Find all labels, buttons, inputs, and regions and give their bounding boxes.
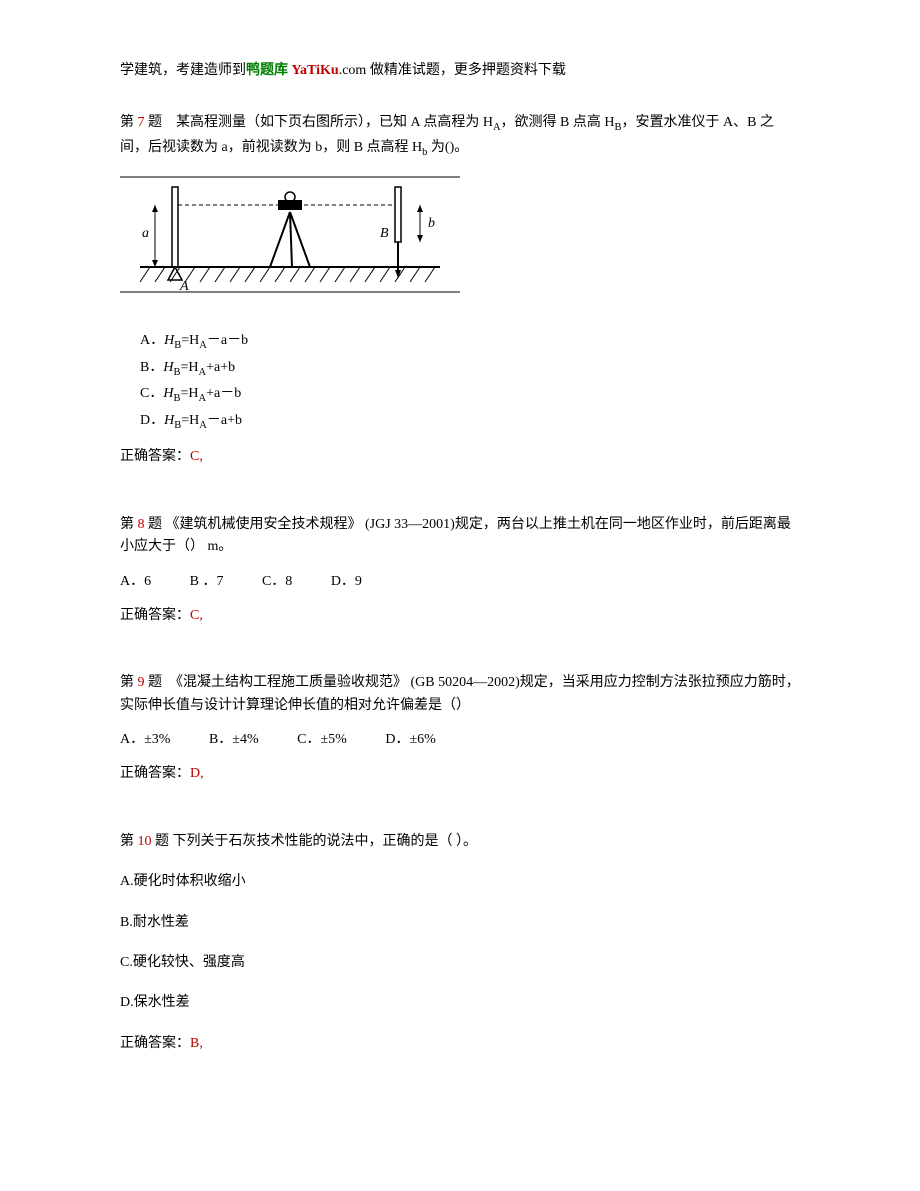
q8-answer: 正确答案：C, [120, 605, 800, 627]
q10-answer-value: B, [190, 1036, 203, 1051]
q9-stem: 第 9 题 《混凝土结构工程施工质量验收规范》 (GB 50204—2002)规… [120, 672, 800, 717]
q7-sub-b: B [615, 122, 622, 133]
q8-text: 题 《建筑机械使用安全技术规程》 (JGJ 33—2001)规定，两台以上推土机… [120, 517, 791, 554]
question-8: 第 8 题 《建筑机械使用安全技术规程》 (JGJ 33—2001)规定，两台以… [120, 514, 800, 628]
q9-number: 9 [138, 675, 145, 690]
q7-answer-value: C, [190, 449, 203, 464]
q7-text4: 为()。 [427, 140, 468, 155]
q9-text: 题 《混凝土结构工程施工质量验收规范》 (GB 50204—2002)规定，当采… [120, 675, 800, 712]
q7-answer: 正确答案：C, [120, 446, 800, 468]
q8-prefix: 第 [120, 517, 138, 532]
q10-option-d: D.保水性差 [120, 992, 800, 1014]
q7-answer-label: 正确答案： [120, 449, 190, 464]
q7-option-a: A．HB=HA－a－b [140, 330, 800, 355]
q10-answer: 正确答案：B, [120, 1033, 800, 1055]
q10-option-b: B.耐水性差 [120, 912, 800, 934]
leveling-diagram: a b A B [120, 172, 460, 302]
label-A: A [179, 279, 189, 294]
q9-option-a: A．±3% [120, 732, 170, 747]
q8-options: A．6 B ．7 C．8 D．9 [120, 571, 800, 593]
q7-diagram: a b A B [120, 172, 800, 310]
q8-answer-value: C, [190, 608, 203, 623]
q7-number: 7 [138, 115, 145, 130]
q7-stem: 第 7 题 某高程测量（如下页右图所示），已知 A 点高程为 HA，欲测得 B … [120, 112, 800, 161]
q8-option-a: A．6 [120, 574, 151, 589]
q7-option-b: B．HB=HA+a+b [140, 357, 800, 382]
label-b: b [428, 216, 435, 231]
header-prefix: 学建筑，考建造师到 [120, 63, 246, 78]
q9-answer-value: D, [190, 766, 204, 781]
q10-stem: 第 10 题 下列关于石灰技术性能的说法中，正确的是（ ）。 [120, 831, 800, 853]
q8-answer-label: 正确答案： [120, 608, 190, 623]
q10-prefix: 第 [120, 834, 138, 849]
q8-option-b: B ．7 [190, 574, 224, 589]
q9-answer: 正确答案：D, [120, 763, 800, 785]
q7-text2: ，欲测得 B 点高 H [501, 115, 615, 130]
q10-text: 题 下列关于石灰技术性能的说法中，正确的是（ ）。 [152, 834, 478, 849]
label-a: a [142, 226, 149, 241]
q9-prefix: 第 [120, 675, 138, 690]
brand-red: YaTiKu [292, 63, 339, 78]
q9-option-b: B．±4% [209, 732, 259, 747]
q7-option-c: C．HB=HA+a－b [140, 383, 800, 408]
q7-sub-a: A [493, 122, 501, 133]
q10-answer-label: 正确答案： [120, 1036, 190, 1051]
q9-options: A．±3% B．±4% C．±5% D．±6% [120, 729, 800, 751]
q10-options: A.硬化时体积收缩小 B.耐水性差 C.硬化较快、强度高 D.保水性差 [120, 871, 800, 1015]
q7-text1: 题 某高程测量（如下页右图所示），已知 A 点高程为 H [145, 115, 493, 130]
header-suffix: 做精准试题，更多押题资料下载 [366, 63, 566, 78]
q10-number: 10 [138, 834, 152, 849]
brand-green: 鸭题库 [246, 63, 292, 78]
q7-option-d: D．HB=HA－a+b [140, 410, 800, 435]
q9-answer-label: 正确答案： [120, 766, 190, 781]
question-10: 第 10 题 下列关于石灰技术性能的说法中，正确的是（ ）。 A.硬化时体积收缩… [120, 831, 800, 1055]
q7-prefix: 第 [120, 115, 138, 130]
q10-option-c: C.硬化较快、强度高 [120, 952, 800, 974]
page-header: 学建筑，考建造师到鸭题库 YaTiKu.com 做精准试题，更多押题资料下载 [120, 60, 800, 82]
brand-suffix: .com [339, 63, 367, 78]
label-B: B [380, 226, 389, 241]
q9-option-d: D．±6% [385, 732, 435, 747]
question-9: 第 9 题 《混凝土结构工程施工质量验收规范》 (GB 50204—2002)规… [120, 672, 800, 786]
q8-stem: 第 8 题 《建筑机械使用安全技术规程》 (JGJ 33—2001)规定，两台以… [120, 514, 800, 559]
q7-options: A．HB=HA－a－b B．HB=HA+a+b C．HB=HA+a－b D．HB… [140, 330, 800, 434]
q8-number: 8 [138, 517, 145, 532]
question-7: 第 7 题 某高程测量（如下页右图所示），已知 A 点高程为 HA，欲测得 B … [120, 112, 800, 468]
q10-option-a: A.硬化时体积收缩小 [120, 871, 800, 893]
q8-option-d: D．9 [331, 574, 362, 589]
q8-option-c: C．8 [262, 574, 292, 589]
q9-option-c: C．±5% [297, 732, 347, 747]
